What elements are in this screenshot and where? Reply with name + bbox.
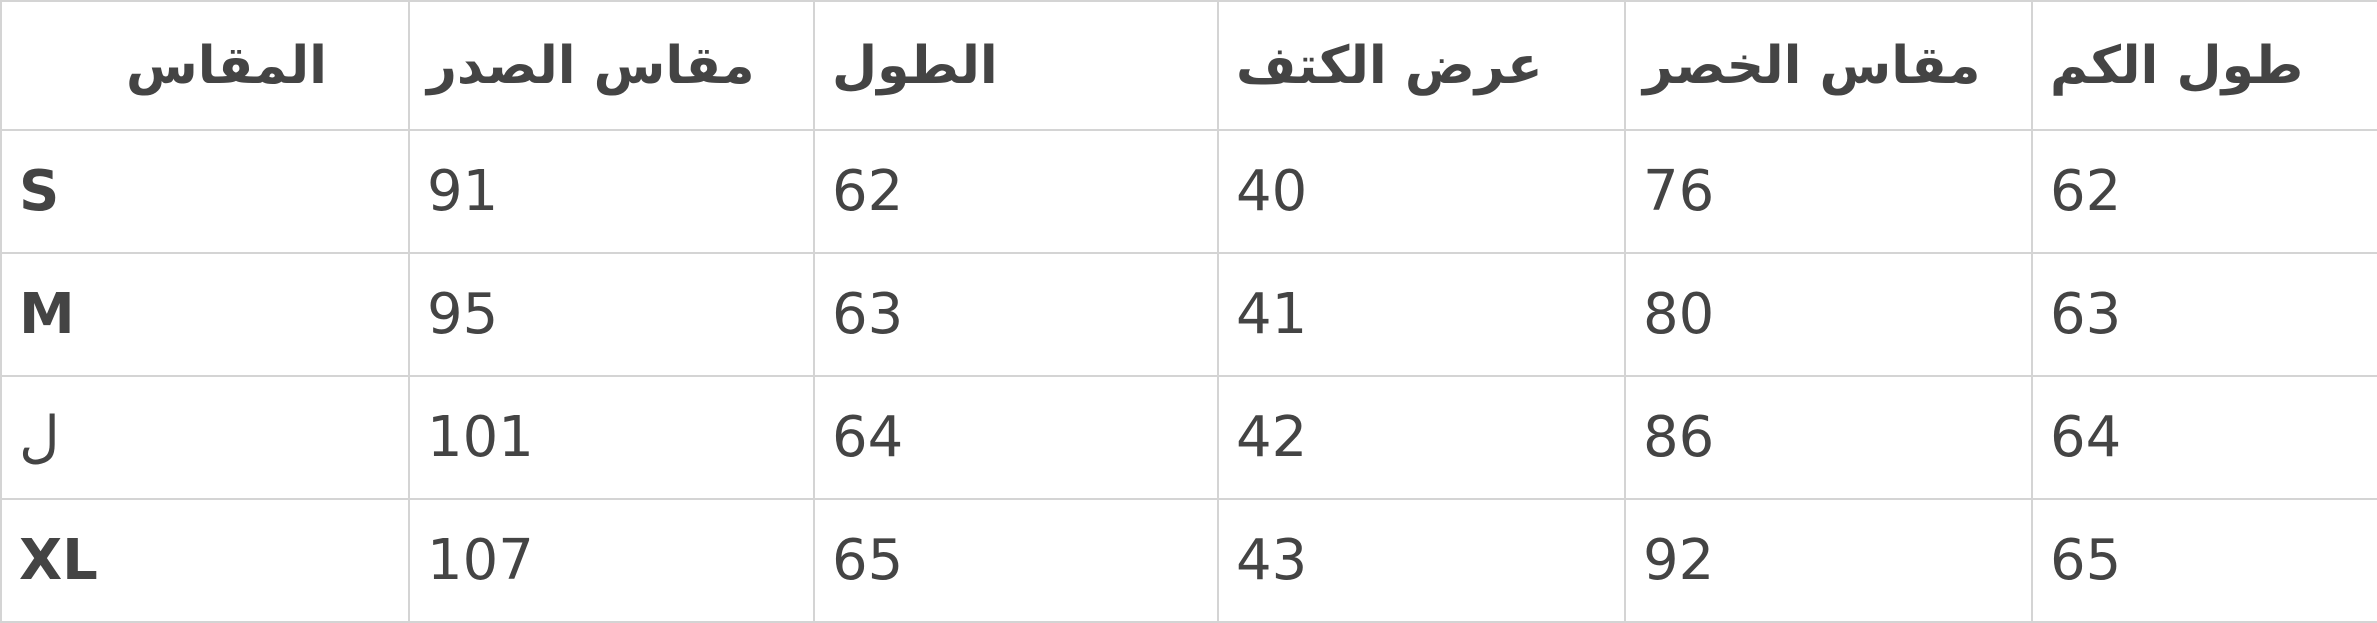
column-header-size: المقاس xyxy=(0,0,410,131)
cell-waist: 92 xyxy=(1624,498,2033,623)
cell-shoulder-width: 42 xyxy=(1217,375,1626,500)
column-header-label: المقاس xyxy=(126,35,327,96)
column-header-sleeve-length: طول الكم xyxy=(2031,0,2377,131)
cell-sleeve-length: 62 xyxy=(2031,129,2377,254)
column-header-label: مقاس الصدر xyxy=(427,35,755,96)
cell-length: 65 xyxy=(813,498,1219,623)
column-header-label: مقاس الخصر xyxy=(1643,35,1981,96)
cell-sleeve-length: 65 xyxy=(2031,498,2377,623)
cell-chest: 107 xyxy=(408,498,815,623)
cell-length: 63 xyxy=(813,252,1219,377)
cell-size: M xyxy=(0,252,410,377)
header-row: المقاس مقاس الصدر الطول عرض الكتف مقاس الخصر… xyxy=(0,0,2377,131)
column-header-shoulder-width: عرض الكتف xyxy=(1217,0,1626,131)
cell-size: S xyxy=(0,129,410,254)
table-row: S 91 62 40 76 62 xyxy=(0,129,2377,254)
cell-waist: 86 xyxy=(1624,375,2033,500)
column-header-chest: مقاس الصدر xyxy=(408,0,815,131)
cell-sleeve-length: 64 xyxy=(2031,375,2377,500)
cell-waist: 76 xyxy=(1624,129,2033,254)
column-header-label: الطول xyxy=(832,35,998,96)
table-row: ل 101 64 42 86 64 xyxy=(0,375,2377,500)
table-row: M 95 63 41 80 63 xyxy=(0,252,2377,377)
cell-length: 62 xyxy=(813,129,1219,254)
cell-sleeve-length: 63 xyxy=(2031,252,2377,377)
cell-shoulder-width: 43 xyxy=(1217,498,1626,623)
table-row: XL 107 65 43 92 65 xyxy=(0,498,2377,623)
cell-shoulder-width: 40 xyxy=(1217,129,1626,254)
cell-waist: 80 xyxy=(1624,252,2033,377)
column-header-length: الطول xyxy=(813,0,1219,131)
cell-size: ل xyxy=(0,375,410,500)
cell-chest: 95 xyxy=(408,252,815,377)
column-header-waist: مقاس الخصر xyxy=(1624,0,2033,131)
cell-chest: 91 xyxy=(408,129,815,254)
cell-size: XL xyxy=(0,498,410,623)
cell-chest: 101 xyxy=(408,375,815,500)
cell-length: 64 xyxy=(813,375,1219,500)
column-header-label: طول الكم xyxy=(2050,35,2304,96)
column-header-label: عرض الكتف xyxy=(1236,35,1543,96)
cell-shoulder-width: 41 xyxy=(1217,252,1626,377)
